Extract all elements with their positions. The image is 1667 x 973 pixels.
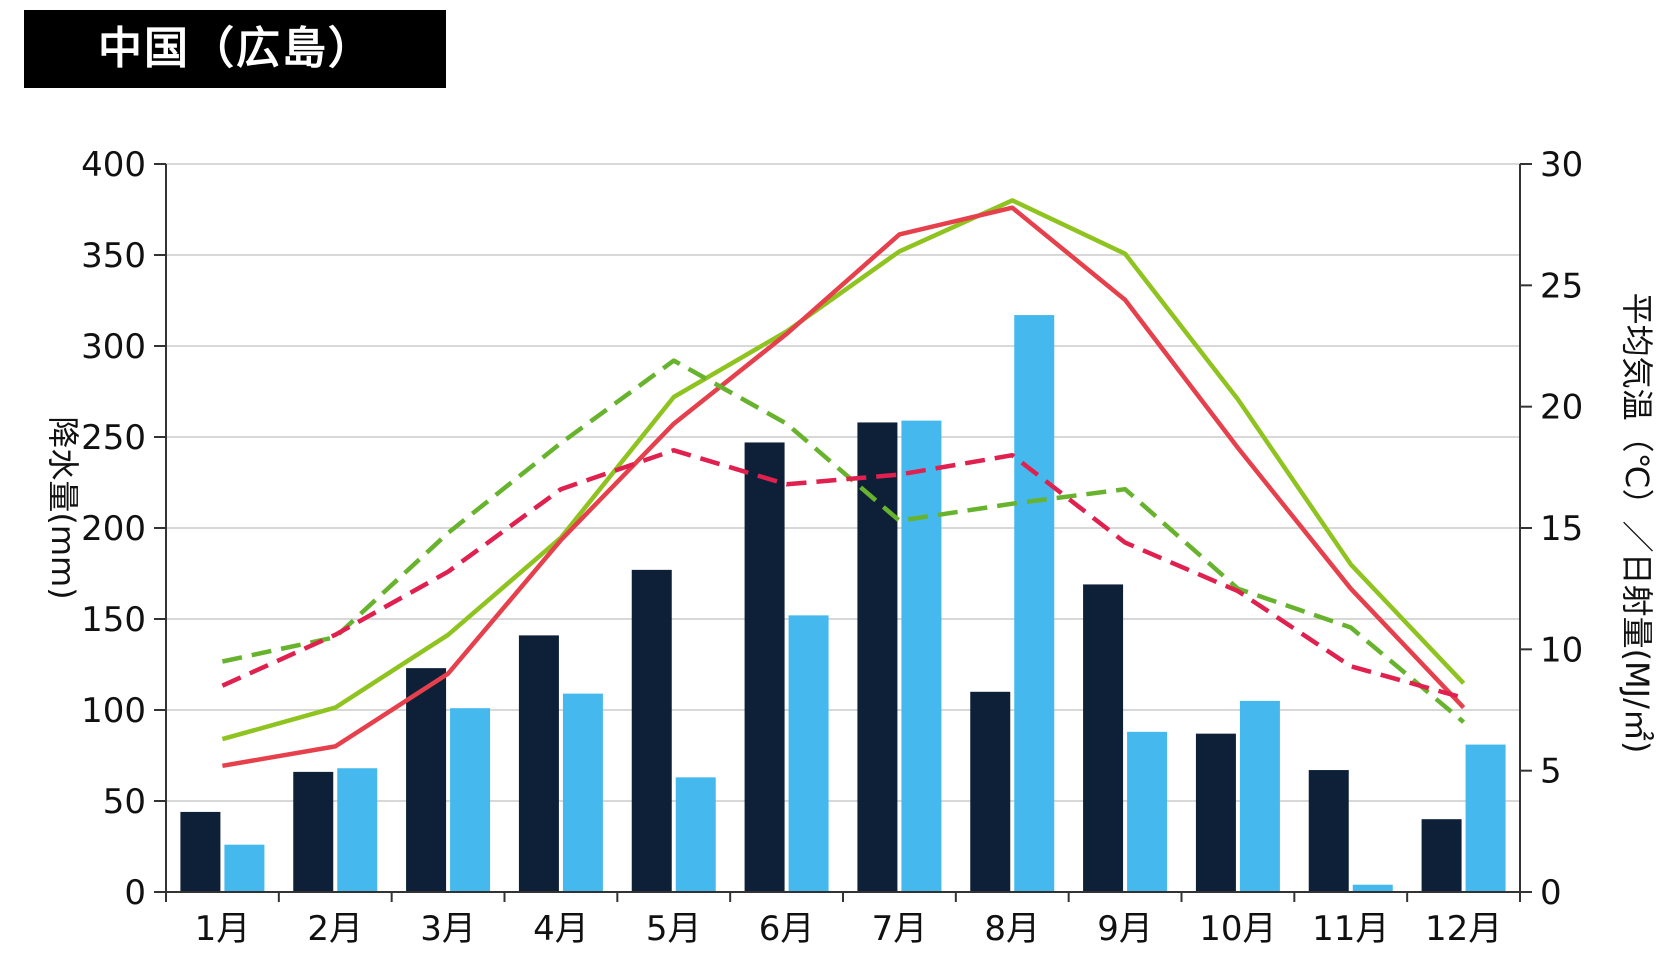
x-tick-label-7: 7月 <box>872 909 928 949</box>
bar-light-6 <box>788 615 829 892</box>
x-tick-label-11: 11月 <box>1312 909 1389 949</box>
left-tick-label: 50 <box>103 782 146 822</box>
bar-dark-10 <box>1195 733 1236 892</box>
x-tick-label-4: 4月 <box>533 909 589 949</box>
bar-light-2 <box>337 768 378 892</box>
axis-labels: 0 50 100 150 200 250 300 350 400 0 5 10 15 20 25 30 1月 2月… <box>44 145 1656 949</box>
x-tick-label-1: 1月 <box>195 909 251 949</box>
bar-light-8 <box>1014 315 1055 892</box>
bar-dark-5 <box>631 569 672 892</box>
bar-dark-7 <box>857 422 898 892</box>
left-tick-label: 0 <box>124 873 146 913</box>
bar-light-7 <box>901 420 942 892</box>
x-tick-label-12: 12月 <box>1425 909 1502 949</box>
line-series-group <box>221 198 1466 769</box>
left-tick-label: 150 <box>81 600 146 640</box>
bar-series-group <box>180 315 1506 892</box>
bar-dark-12 <box>1421 819 1462 892</box>
right-tick-label: 5 <box>1540 752 1562 792</box>
grid-lines <box>166 163 1520 802</box>
bar-light-1 <box>224 844 265 892</box>
left-tick-label: 100 <box>81 691 146 731</box>
bar-light-12 <box>1465 744 1506 892</box>
x-tick-label-9: 9月 <box>1097 909 1153 949</box>
right-tick-label: 25 <box>1540 266 1583 306</box>
right-tick-label: 20 <box>1540 388 1583 428</box>
chart-title: 中国（広島） <box>24 10 446 88</box>
x-tick-label-5: 5月 <box>646 909 702 949</box>
bar-dark-6 <box>744 442 785 892</box>
bar-dark-11 <box>1308 770 1349 892</box>
left-tick-label: 400 <box>81 145 146 185</box>
right-tick-label: 0 <box>1540 873 1562 913</box>
left-axis-title: 降水量(mm) <box>44 416 82 599</box>
right-tick-label: 10 <box>1540 630 1583 670</box>
right-tick-label: 30 <box>1540 145 1583 185</box>
right-tick-label: 15 <box>1540 509 1583 549</box>
x-tick-label-6: 6月 <box>759 909 815 949</box>
left-tick-label: 250 <box>81 418 146 458</box>
left-tick-label: 350 <box>81 236 146 276</box>
x-tick-label-8: 8月 <box>984 909 1040 949</box>
bar-dark-1 <box>180 811 221 892</box>
bar-light-11 <box>1352 884 1393 892</box>
left-tick-label: 200 <box>81 509 146 549</box>
x-tick-label-3: 3月 <box>420 909 476 949</box>
bar-light-10 <box>1239 700 1280 892</box>
line-series-dash-red <box>221 448 1465 701</box>
bar-dark-4 <box>518 635 559 892</box>
bar-light-3 <box>450 708 491 892</box>
bar-light-4 <box>562 693 603 892</box>
right-axis-title: 平均気温（℃）／日射量(MJ/㎡) <box>1618 293 1656 754</box>
bar-dark-3 <box>406 668 447 892</box>
bar-light-9 <box>1127 731 1168 892</box>
line-series-line-green <box>221 198 1466 742</box>
bar-dark-9 <box>1083 584 1124 892</box>
bar-dark-8 <box>970 691 1011 892</box>
axes <box>154 163 1532 902</box>
line-series-line-red <box>222 205 1466 769</box>
bar-light-5 <box>675 777 716 892</box>
left-tick-label: 300 <box>81 327 146 367</box>
bar-dark-2 <box>293 771 334 892</box>
line-series-dash-green <box>221 358 1466 724</box>
x-tick-label-10: 10月 <box>1199 909 1276 949</box>
x-tick-label-2: 2月 <box>307 909 363 949</box>
